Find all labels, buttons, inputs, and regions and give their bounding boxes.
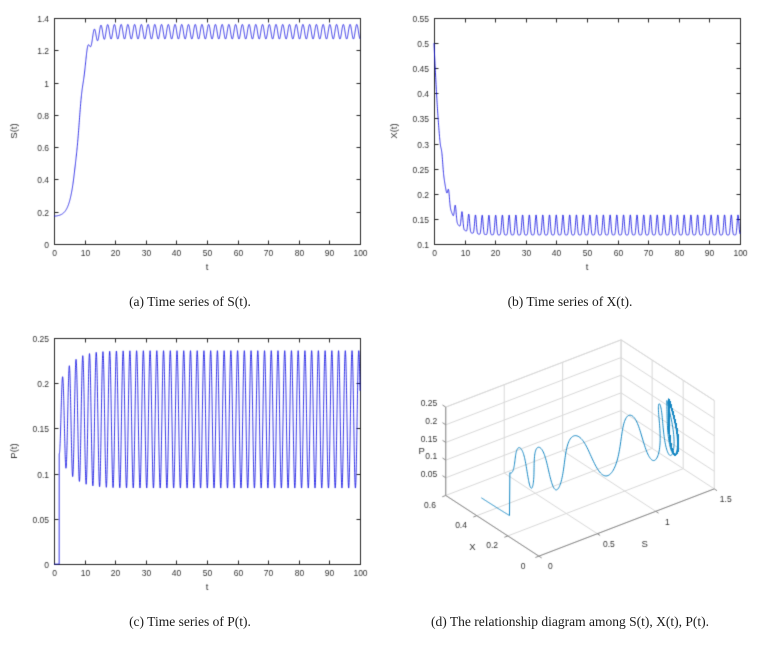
panel-d: (d) The relationship diagram among S(t),… <box>380 322 760 642</box>
sxp-phase-diagram-3d-chart <box>384 325 756 606</box>
s-timeseries-chart <box>4 6 376 286</box>
panel-a: (a) Time series of S(t). <box>0 2 380 322</box>
caption-c: (c) Time series of P(t). <box>129 613 251 629</box>
panel-c: (c) Time series of P(t). <box>0 322 380 642</box>
caption-b: (b) Time series of X(t). <box>507 294 633 309</box>
x-timeseries-chart <box>384 6 756 286</box>
panel-b: (b) Time series of X(t). <box>380 2 760 322</box>
p-timeseries-chart <box>4 325 376 606</box>
caption-a: (a) Time series of S(t). <box>129 294 251 309</box>
caption-d: (d) The relationship diagram among S(t),… <box>431 613 709 629</box>
